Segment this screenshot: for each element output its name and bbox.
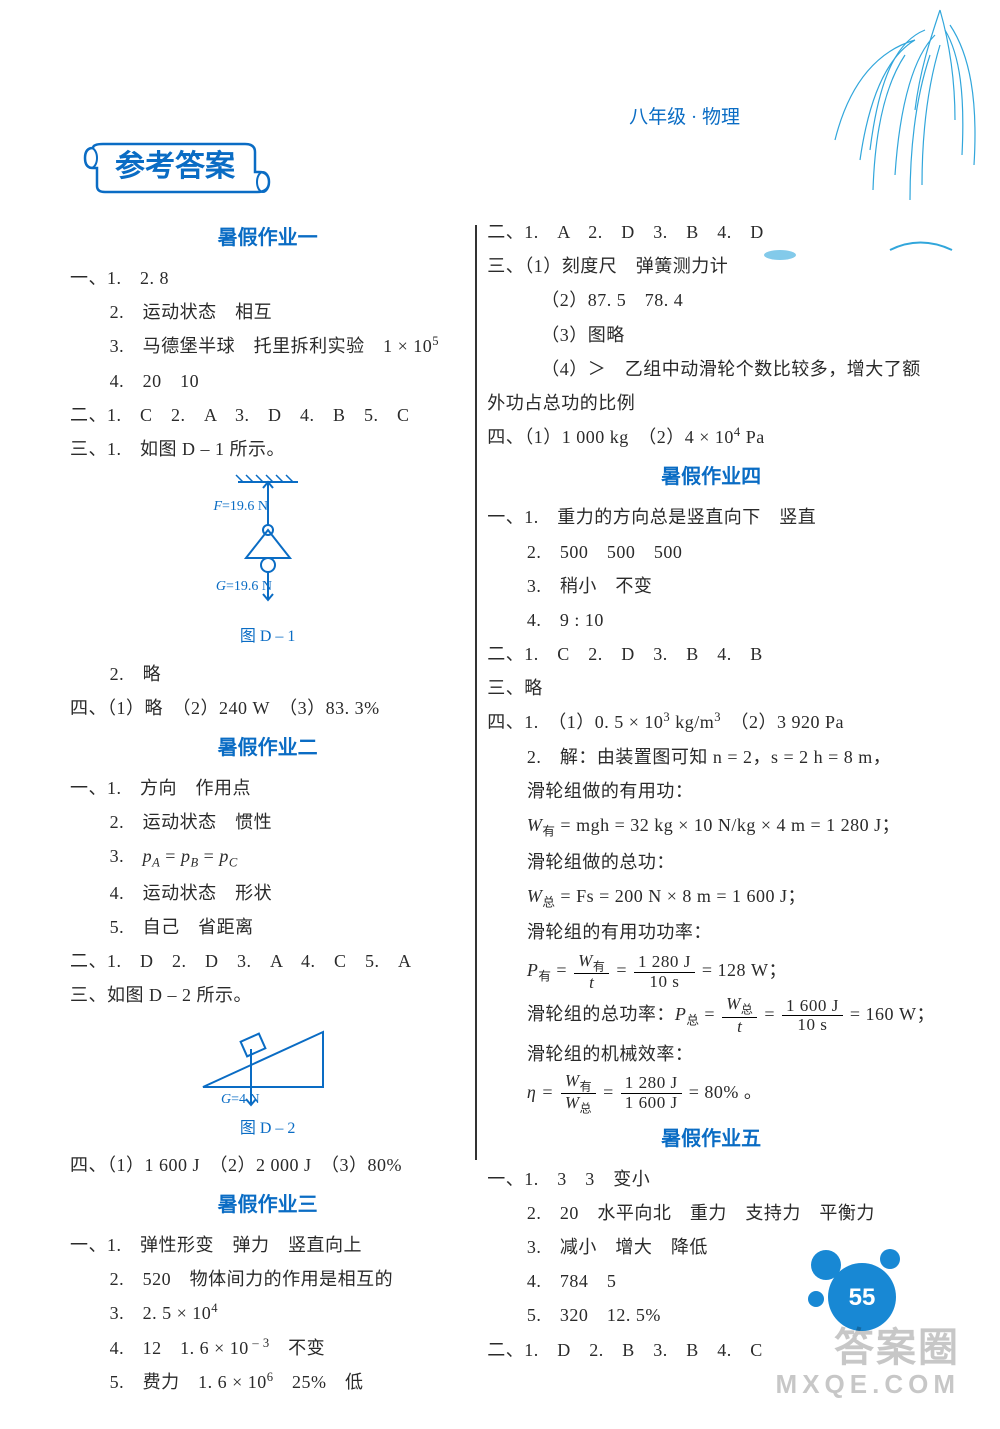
- watermark-line1: 答案圈: [776, 1326, 960, 1370]
- column-divider: [475, 225, 477, 1160]
- text-line: 四、（1）1 000 kg （2）4 × 104 Pa: [487, 420, 935, 454]
- page-number: 55: [849, 1284, 876, 1311]
- text-line: 3. pA = pB = pC: [70, 839, 465, 876]
- text-line: 三、如图 D – 2 所示。: [70, 978, 465, 1012]
- svg-text:=19.6 N: =19.6 N: [226, 579, 272, 594]
- text-line: 三、1. 如图 D – 1 所示。: [70, 432, 465, 466]
- section-title-1: 暑假作业一: [70, 219, 465, 257]
- text-line: 4. 9 : 10: [487, 603, 935, 637]
- text-line: 滑轮组做的有用功：: [487, 774, 935, 808]
- svg-text:=19.6 N: =19.6 N: [222, 499, 268, 514]
- svg-text:F: F: [212, 499, 222, 514]
- text-line: W有 = mgh = 32 kg × 10 N/kg × 4 m = 1 280…: [487, 808, 935, 845]
- section-title-2: 暑假作业二: [70, 729, 465, 767]
- text-line: 二、1. D 2. D 3. A 4. C 5. A: [70, 944, 465, 978]
- text-line: 滑轮组做的总功：: [487, 845, 935, 879]
- text-line: 滑轮组的机械效率：: [487, 1037, 935, 1071]
- figure-d2-caption: 图 D – 2: [240, 1114, 296, 1144]
- text-line: 2. 520 物体间力的作用是相互的: [70, 1262, 465, 1296]
- text-line: 一、1. 3 3 变小: [487, 1162, 935, 1196]
- text-line: 3. 2. 5 × 104: [70, 1296, 465, 1330]
- text-line: 2. 500 500 500: [487, 535, 935, 569]
- section-title-3: 暑假作业三: [70, 1186, 465, 1224]
- text-line: W总 = Fs = 200 N × 8 m = 1 600 J；: [487, 879, 935, 916]
- text-line: 4. 20 10: [70, 364, 465, 398]
- text-line: 二、1. C 2. D 3. B 4. B: [487, 637, 935, 671]
- text-line: 一、1. 方向 作用点: [70, 771, 465, 805]
- section-title-4: 暑假作业四: [487, 458, 935, 496]
- page-number-bubbles: 55: [790, 1229, 910, 1339]
- text-line: 5. 费力 1. 6 × 106 25% 低: [70, 1365, 465, 1399]
- text-line: 2. 解：由装置图可知 n = 2，s = 2 h = 8 m，: [487, 740, 935, 774]
- text-line: 二、1. A 2. D 3. B 4. D: [487, 215, 935, 249]
- text-line: （3）图略: [487, 318, 935, 352]
- text-line: 外功占总功的比例: [487, 386, 935, 420]
- text-line: 2. 运动状态 相互: [70, 295, 465, 329]
- text-line: 一、1. 2. 8: [70, 261, 465, 295]
- text-line: 四、1. （1）0. 5 × 103 kg/m3 （2）3 920 Pa: [487, 705, 935, 739]
- text-line: 4. 运动状态 形状: [70, 876, 465, 910]
- text-line: 滑轮组的有用功功率：: [487, 915, 935, 949]
- text-line: （4）＞ 乙组中动滑轮个数比较多，增大了额: [487, 352, 935, 386]
- text-line: 四、（1）略 （2）240 W （3）83. 3%: [70, 691, 465, 725]
- text-line: 2. 20 水平向北 重力 支持力 平衡力: [487, 1196, 935, 1230]
- scroll-title: 参考答案: [75, 130, 285, 200]
- text-line: 2. 略: [70, 657, 465, 691]
- formula-line: P有 = W有t = 1 280 J10 s = 128 W；: [487, 949, 935, 993]
- text-line: 一、1. 弹性形变 弹力 竖直向上: [70, 1228, 465, 1262]
- formula-line: 滑轮组的总功率：P总 = W总t = 1 600 J10 s = 160 W；: [487, 993, 935, 1037]
- text-line: 三、（1）刻度尺 弹簧测力计: [487, 249, 935, 283]
- grade-subject-label: 八年级 · 物理: [629, 100, 740, 136]
- right-column: 二、1. A 2. D 3. B 4. D 三、（1）刻度尺 弹簧测力计 （2）…: [487, 215, 935, 1239]
- text-line: 5. 自己 省距离: [70, 910, 465, 944]
- text-line: 2. 运动状态 惯性: [70, 805, 465, 839]
- text-line: 4. 12 1. 6 × 10 – 3 不变: [70, 1331, 465, 1365]
- content-columns: 暑假作业一 一、1. 2. 8 2. 运动状态 相互 3. 马德堡半球 托里拆利…: [70, 215, 935, 1239]
- figure-d2: G=4 N 图 D – 2: [70, 1017, 465, 1144]
- figure-d1-caption: 图 D – 1: [240, 622, 296, 652]
- figure-d1: F =19.6 N G =19.6 N 图 D – 1: [70, 470, 465, 652]
- text-line: 3. 稍小 不变: [487, 569, 935, 603]
- left-column: 暑假作业一 一、1. 2. 8 2. 运动状态 相互 3. 马德堡半球 托里拆利…: [70, 215, 465, 1239]
- watermark-line2: MXQE.COM: [776, 1370, 960, 1399]
- svg-text:G=4 N: G=4 N: [221, 1092, 260, 1107]
- text-line: 一、1. 重力的方向总是竖直向下 竖直: [487, 500, 935, 534]
- text-line: 四、（1）1 600 J （2）2 000 J （3）80%: [70, 1148, 465, 1182]
- text-line: 3. 马德堡半球 托里拆利实验 1 × 105: [70, 329, 465, 363]
- text-line: （2）87. 5 78. 4: [487, 283, 935, 317]
- scroll-title-text: 参考答案: [115, 149, 236, 183]
- text-line: 三、略: [487, 671, 935, 705]
- watermark: 答案圈 MXQE.COM: [776, 1326, 960, 1399]
- text-line: 二、1. C 2. A 3. D 4. B 5. C: [70, 398, 465, 432]
- formula-line: η = W有W总 = 1 280 J1 600 J = 80% 。: [487, 1071, 935, 1116]
- section-title-5: 暑假作业五: [487, 1120, 935, 1158]
- svg-text:G: G: [215, 579, 225, 594]
